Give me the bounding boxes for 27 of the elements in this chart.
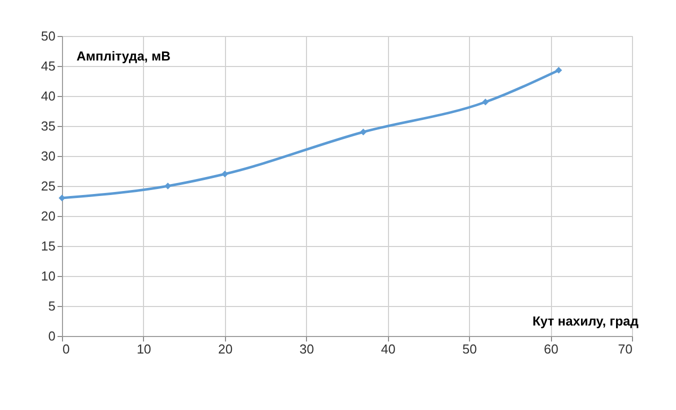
y-tick-label: 20 [41, 208, 56, 224]
point [360, 128, 367, 136]
x-axis-title: Кут нахилу, град [532, 314, 640, 328]
x-tick-label: 70 [618, 342, 632, 356]
point [58, 194, 66, 202]
y-tick-label: 10 [41, 268, 56, 284]
y-tick-label: 40 [41, 88, 56, 104]
y-tick-label: 25 [41, 178, 56, 194]
point [482, 98, 489, 106]
x-tick-label: 0 [62, 342, 70, 356]
y-tick-label: 35 [41, 118, 56, 134]
x-tick-label: 60 [544, 342, 558, 356]
y-tick-label: 50 [41, 28, 56, 44]
x-tick-label: 40 [380, 342, 396, 356]
y-tick-label: 45 [41, 58, 56, 74]
point [222, 170, 228, 178]
point [555, 66, 562, 74]
y-tick-label: 30 [41, 148, 56, 164]
point [164, 182, 172, 190]
x-tick-label: 50 [462, 342, 477, 356]
x-tick-label: 10 [136, 342, 152, 356]
x-tick-label: 30 [300, 342, 314, 356]
y-tick-label: 0 [48, 328, 56, 344]
x-tick-label: 20 [218, 342, 233, 356]
y-tick-label: 5 [48, 298, 56, 314]
y-tick-label: 15 [41, 238, 56, 254]
y-axis-title: Амплітуда, мВ [76, 48, 171, 64]
